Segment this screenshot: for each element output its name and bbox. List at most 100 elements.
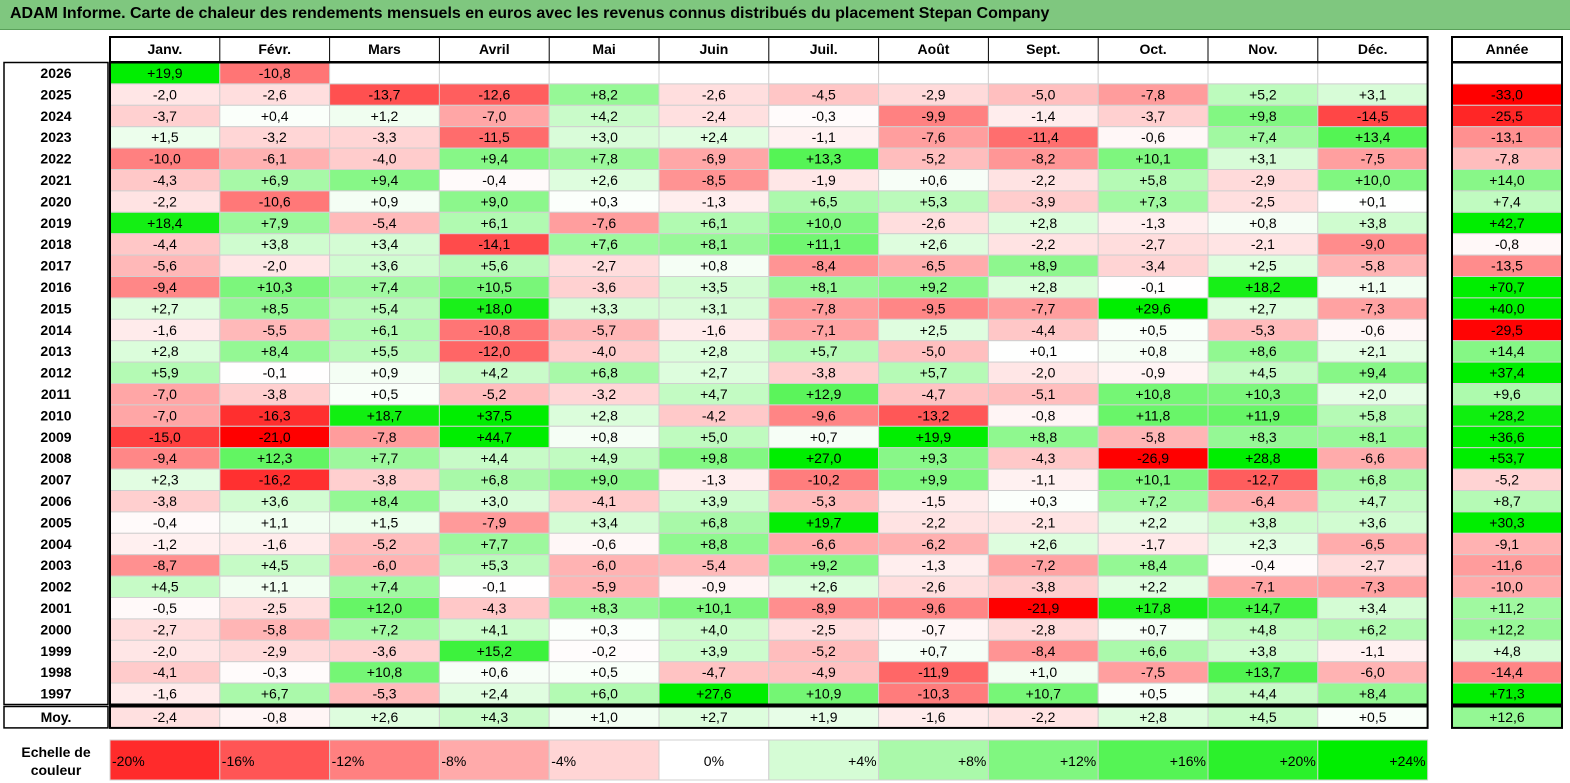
cell-value: +8,2 <box>590 86 618 102</box>
cell-value: -7,8 <box>372 429 396 445</box>
cell-value: -4,2 <box>702 407 726 423</box>
cell-value: +5,7 <box>920 365 948 381</box>
cell-value: -4,7 <box>921 386 945 402</box>
cell-value: -1,6 <box>921 709 945 725</box>
cell-value: -4,4 <box>1031 322 1055 338</box>
cell-value: +0,8 <box>590 429 618 445</box>
cell-value: -1,9 <box>812 172 836 188</box>
cell-value: +2,3 <box>1249 536 1277 552</box>
cell-value: -6,0 <box>372 557 396 573</box>
cell-value: +0,3 <box>1029 493 1057 509</box>
cell-value: +8,1 <box>810 279 838 295</box>
cell-value: -1,5 <box>921 493 945 509</box>
cell-value: -7,3 <box>1361 300 1385 316</box>
cell-value: -2,2 <box>1031 709 1055 725</box>
cell-value: -3,6 <box>372 643 396 659</box>
year-label: 2009 <box>40 429 71 445</box>
cell-value: +3,9 <box>700 643 728 659</box>
cell-value: +1,1 <box>261 579 289 595</box>
annual-value: +7,4 <box>1493 193 1521 209</box>
cell-value: +5,3 <box>480 557 508 573</box>
cell-value: -2,2 <box>921 514 945 530</box>
cell-value: +0,5 <box>371 386 399 402</box>
cell-value: +8,9 <box>1029 258 1057 274</box>
cell-value: +3,8 <box>1249 643 1277 659</box>
cell-value: -2,7 <box>1141 236 1165 252</box>
cell-value: +0,8 <box>700 258 728 274</box>
cell-value: -1,1 <box>1031 472 1055 488</box>
cell-value: -7,7 <box>1031 300 1055 316</box>
cell-value: -2,5 <box>1251 193 1275 209</box>
annual-value: +40,0 <box>1489 300 1525 316</box>
cell-value: +1,5 <box>371 514 399 530</box>
cell-value: -1,4 <box>1031 108 1055 124</box>
cell-value: +3,3 <box>590 300 618 316</box>
cell-value: -9,9 <box>921 108 945 124</box>
cell-value: +7,6 <box>590 236 618 252</box>
cell-value: +6,1 <box>480 215 508 231</box>
cell-value: -0,3 <box>263 664 287 680</box>
cell-value: +13,3 <box>806 151 842 167</box>
cell-value: +3,1 <box>700 300 728 316</box>
cell-value: -4,1 <box>592 493 616 509</box>
cell-value: +2,7 <box>1249 300 1277 316</box>
cell-value: +10,1 <box>1135 151 1171 167</box>
cell-value: -6,5 <box>1361 536 1385 552</box>
annual-value: -14,4 <box>1491 664 1523 680</box>
cell-value: +7,8 <box>590 151 618 167</box>
cell-value: -13,2 <box>918 407 950 423</box>
cell-value: +2,4 <box>480 686 508 702</box>
color-scale-step-label: -8% <box>441 753 466 769</box>
cell-value: -14,1 <box>478 236 510 252</box>
cell-value: +4,7 <box>1359 493 1387 509</box>
cell-value: -10,8 <box>478 322 510 338</box>
cell-value: +10,5 <box>477 279 513 295</box>
cell-value: +8,6 <box>1249 343 1277 359</box>
cell-value: -0,3 <box>812 108 836 124</box>
cell-value: -2,9 <box>1251 172 1275 188</box>
cell-value: -5,8 <box>1141 429 1165 445</box>
cell-value: +1,9 <box>810 709 838 725</box>
cell-value: +3,6 <box>1359 514 1387 530</box>
cell-value: -5,2 <box>812 643 836 659</box>
cell-value: +10,0 <box>806 215 842 231</box>
cell-value: +0,6 <box>920 172 948 188</box>
cell-value: +37,5 <box>477 407 513 423</box>
cell-value: -2,7 <box>1361 557 1385 573</box>
color-scale-step-label: +20% <box>1280 753 1316 769</box>
heatmap-cell <box>878 62 989 85</box>
cell-value: +2,8 <box>1139 709 1167 725</box>
cell-value: +3,9 <box>700 493 728 509</box>
cell-value: +13,7 <box>1245 664 1281 680</box>
cell-value: -4,3 <box>1031 450 1055 466</box>
cell-value: -6,5 <box>921 258 945 274</box>
cell-value: +0,3 <box>590 621 618 637</box>
cell-value: -5,4 <box>702 557 726 573</box>
cell-value: +29,6 <box>1135 300 1171 316</box>
year-label: 2003 <box>40 557 71 573</box>
cell-value: -9,5 <box>921 300 945 316</box>
cell-value: -0,8 <box>263 709 287 725</box>
cell-value: +3,4 <box>1359 600 1387 616</box>
cell-value: -1,1 <box>1361 643 1385 659</box>
annual-cell <box>1451 62 1563 85</box>
cell-value: +44,7 <box>477 429 513 445</box>
year-label: 2004 <box>40 536 71 552</box>
cell-value: +7,7 <box>480 536 508 552</box>
cell-value: +10,9 <box>806 686 842 702</box>
cell-value: -7,2 <box>1031 557 1055 573</box>
cell-value: +10,8 <box>1135 386 1171 402</box>
cell-value: -12,0 <box>478 343 510 359</box>
annual-value: -9,1 <box>1495 536 1519 552</box>
annual-value: +70,7 <box>1489 279 1525 295</box>
year-label: 2011 <box>41 386 72 402</box>
cell-value: -0,1 <box>1141 279 1165 295</box>
cell-value: +17,8 <box>1135 600 1171 616</box>
cell-value: +7,9 <box>261 215 289 231</box>
cell-value: -2,1 <box>1031 514 1055 530</box>
cell-value: -2,8 <box>1031 621 1055 637</box>
cell-value: -1,3 <box>1141 215 1165 231</box>
cell-value: -5,3 <box>812 493 836 509</box>
cell-value: -4,9 <box>812 664 836 680</box>
cell-value: +0,1 <box>1359 193 1387 209</box>
